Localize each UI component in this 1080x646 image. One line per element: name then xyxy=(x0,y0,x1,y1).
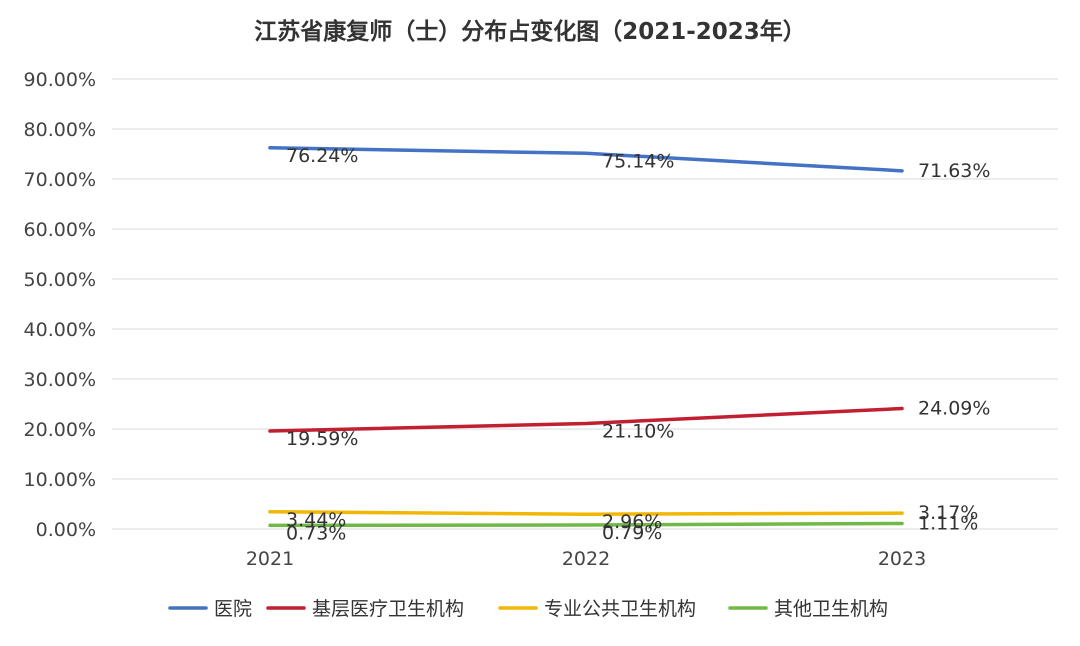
y-tick-label: 50.00% xyxy=(24,269,96,291)
data-label: 0.79% xyxy=(602,522,662,544)
x-axis-ticks: 2021 2022 2023 xyxy=(246,548,926,570)
series-line xyxy=(268,406,904,433)
data-point xyxy=(584,512,588,516)
data-label: 2.96% xyxy=(602,511,662,533)
data-point xyxy=(268,429,272,433)
legend-label: 其他卫生机构 xyxy=(774,598,888,620)
y-axis-ticks: 0.00% 10.00% 20.00% 30.00% 40.00% 50.00% 60.00… xyxy=(24,69,96,541)
x-tick-label: 2021 xyxy=(246,548,294,570)
data-point xyxy=(900,407,904,411)
legend-label: 专业公共卫生机构 xyxy=(544,598,696,620)
data-label: 3.17% xyxy=(918,502,978,524)
y-tick-label: 40.00% xyxy=(24,319,96,341)
y-tick-label: 60.00% xyxy=(24,219,96,241)
data-point xyxy=(900,511,904,515)
x-tick-label: 2022 xyxy=(562,548,610,570)
data-point xyxy=(584,523,588,527)
data-point xyxy=(584,422,588,425)
y-tick-label: 20.00% xyxy=(24,419,96,441)
data-label: 75.14% xyxy=(602,150,674,172)
data-label: 24.09% xyxy=(918,398,990,420)
data-label: 76.24% xyxy=(286,145,358,167)
y-tick-label: 70.00% xyxy=(24,169,96,191)
y-tick-label: 0.00% xyxy=(36,519,96,541)
data-label: 0.73% xyxy=(286,522,346,544)
legend-label: 基层医疗卫生机构 xyxy=(312,598,464,620)
data-label: 3.44% xyxy=(286,509,346,531)
data-label: 19.59% xyxy=(286,428,358,450)
data-label: 1.11% xyxy=(918,512,978,534)
x-tick-label: 2023 xyxy=(878,548,926,570)
data-point xyxy=(268,510,272,514)
data-point xyxy=(900,169,904,173)
y-tick-label: 80.00% xyxy=(24,119,96,141)
y-tick-label: 30.00% xyxy=(24,369,96,391)
y-tick-label: 90.00% xyxy=(24,69,96,91)
y-tick-label: 10.00% xyxy=(24,469,96,491)
gridlines xyxy=(112,78,1058,530)
data-label: 21.10% xyxy=(602,421,674,443)
series-lines xyxy=(268,146,904,528)
chart-title: 江苏省康复师（士）分布占变化图（2021-2023年） xyxy=(254,18,806,45)
data-point xyxy=(900,521,904,525)
data-label: 71.63% xyxy=(918,160,990,182)
data-labels: 76.24% 75.14% 71.63% 19.59% 21.10% 24.09% 3.44… xyxy=(286,145,990,545)
series-line xyxy=(268,146,904,173)
legend: 医院 基层医疗卫生机构 专业公共卫生机构 其他卫生机构 xyxy=(168,598,888,620)
data-point xyxy=(268,523,272,527)
data-point xyxy=(268,146,272,150)
data-point xyxy=(584,151,588,155)
legend-label: 医院 xyxy=(214,598,252,620)
